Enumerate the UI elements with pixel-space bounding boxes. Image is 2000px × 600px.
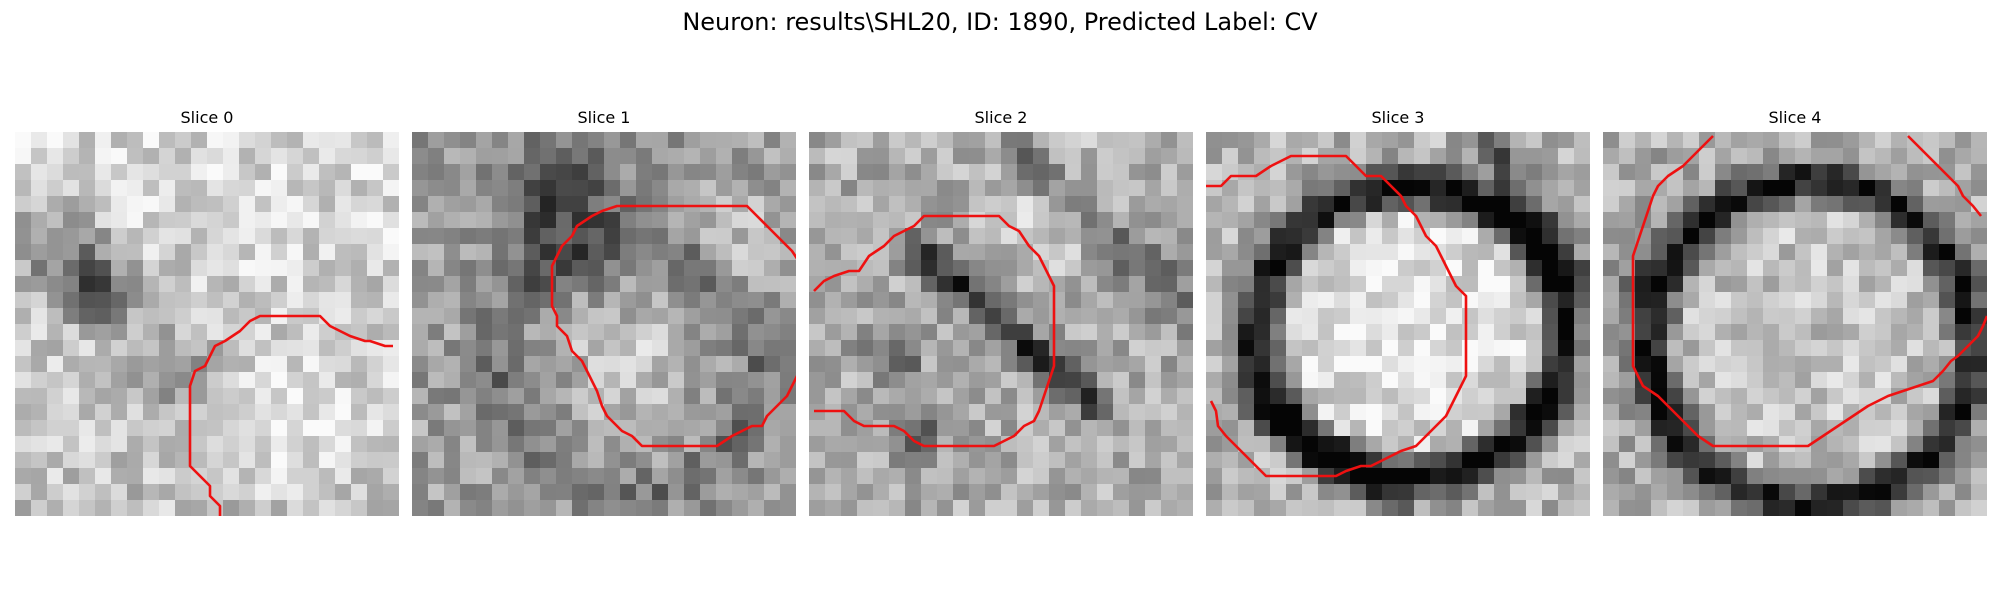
segmentation-contour-secondary [1907,135,1983,217]
segmentation-contour [1631,135,1987,448]
slice-title: Slice 1 [577,108,631,127]
slice-image [809,132,1193,516]
segmentation-contour [1206,154,1468,478]
slice-panel-1: Slice 1 [412,108,796,516]
slice-image [15,132,399,516]
slice-panel-3: Slice 3 [1206,108,1590,516]
slice-title: Slice 0 [180,108,234,127]
image-pixels [1603,132,1987,516]
slice-image [412,132,796,516]
figure-title: Neuron: results\SHL20, ID: 1890, Predict… [682,8,1318,36]
image-pixels [412,132,796,516]
slice-title: Slice 4 [1768,108,1822,127]
slice-image [1206,132,1590,516]
image-pixels [809,132,1193,516]
slice-panel-2: Slice 2 [809,108,1193,516]
segmentation-contour [188,314,393,516]
slice-panel-0: Slice 0 [15,108,399,516]
segmentation-contour [813,214,1056,448]
slice-image [1603,132,1987,516]
slice-panel-4: Slice 4 [1603,108,1987,516]
image-pixels [1206,132,1590,516]
slice-title: Slice 2 [974,108,1028,127]
slice-title: Slice 3 [1371,108,1425,127]
segmentation-contour [550,204,796,448]
image-pixels [15,132,399,516]
